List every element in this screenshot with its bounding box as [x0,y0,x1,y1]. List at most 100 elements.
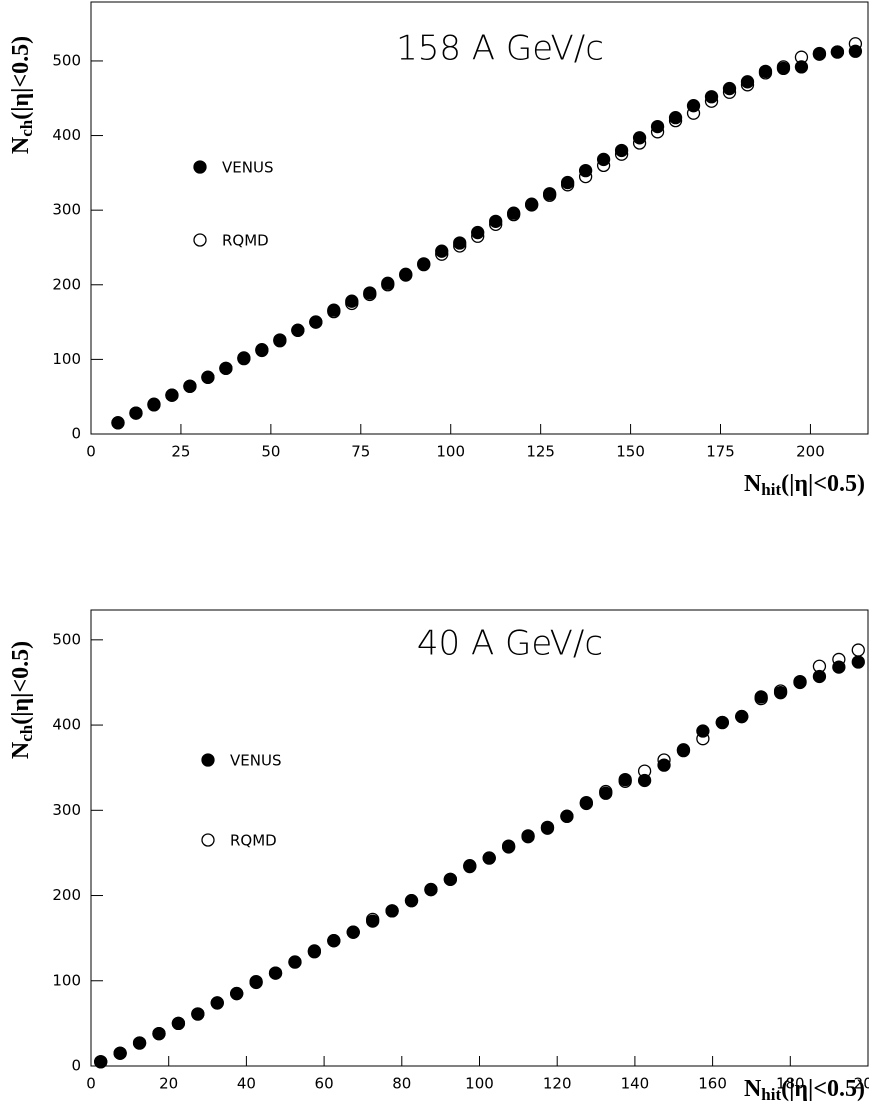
marker [668,110,683,125]
marker [129,406,143,420]
y-tick-label: 0 [71,1057,81,1075]
marker [525,197,539,211]
panel-title: 158 A GeV/c [396,29,604,69]
x-axis-label-main: N [744,1076,762,1102]
marker [171,1016,186,1031]
x-tick-label: 40 [237,1075,256,1093]
y-tick-label: 100 [52,350,81,368]
marker [191,1007,205,1021]
marker [385,904,399,918]
legend-label: RQMD [230,832,277,850]
x-tick-label: 140 [621,1075,650,1093]
marker [696,724,710,738]
legend-marker [193,160,207,174]
x-axis-label-main: N [744,471,762,497]
x-axis-label-sub: hit [761,1085,781,1104]
x-tick-label: 100 [436,443,465,461]
y-tick-label: 100 [52,971,81,989]
y-tick-label: 200 [52,275,81,293]
x-tick-label: 200 [854,1075,869,1093]
x-tick-label: 0 [86,1075,96,1093]
marker [435,244,449,258]
x-tick-label: 120 [543,1075,572,1093]
marker [832,660,846,674]
marker [686,99,701,113]
marker [210,996,224,1010]
marker [291,323,305,337]
marker [578,163,593,178]
y-axis-label-rest: (|η|<0.5) [8,36,34,120]
marker [381,276,395,290]
marker [327,303,341,317]
x-tick-label: 100 [465,1075,494,1093]
marker [471,225,485,240]
legend-marker [201,753,215,767]
marker [632,131,647,145]
marker [273,333,287,347]
marker [579,796,593,811]
marker [650,119,665,134]
x-axis-label: Nhit(|η|<0.5) [744,471,865,499]
x-tick-label: 20 [159,1075,178,1093]
marker [399,267,413,281]
marker [307,945,322,959]
x-tick-label: 0 [86,443,96,461]
marker [758,64,773,79]
marker [637,773,652,788]
x-tick-label: 125 [526,443,555,461]
y-tick-label: 400 [52,716,81,734]
marker [614,143,629,158]
x-tick-label: 180 [776,1075,805,1093]
marker [773,686,788,700]
x-tick-label: 150 [616,443,645,461]
marker [111,416,125,430]
y-tick-label: 400 [52,126,81,144]
y-axis-label-main: N [8,741,34,759]
marker [596,152,611,167]
y-axis-label: Nch(|η|<0.5) [8,641,36,759]
legend-marker [193,233,207,247]
y-tick-label: 500 [52,51,81,69]
marker [346,925,360,939]
y-axis-label-sub: ch [17,119,36,137]
x-tick-label: 25 [171,443,190,461]
marker [657,758,671,772]
y-axis-label-rest: (|η|<0.5) [8,641,34,725]
marker [94,1055,108,1069]
x-tick-label: 200 [796,443,825,461]
marker [201,370,215,384]
marker [237,351,251,365]
marker [249,975,263,990]
marker [754,690,768,704]
marker [453,236,467,250]
marker [288,955,302,969]
y-axis-label-main: N [8,136,34,154]
marker [599,786,613,800]
marker [165,388,179,402]
y-tick-label: 300 [52,801,81,819]
x-tick-label: 75 [351,443,370,461]
marker [676,743,691,757]
marker [618,772,632,787]
legend-marker [201,833,215,847]
x-tick-label: 160 [698,1075,727,1093]
marker [363,286,377,300]
marker [540,821,555,835]
marker [851,655,865,669]
x-tick-label: 60 [315,1075,334,1093]
marker [482,851,496,865]
marker [851,643,865,657]
y-tick-label: 200 [52,886,81,904]
panel-title: 40 A GeV/c [417,624,603,664]
marker [793,675,807,690]
marker [501,840,516,854]
marker [345,294,359,308]
marker [255,343,269,357]
marker [327,934,341,948]
marker [113,1046,127,1060]
y-tick-label: 300 [52,201,81,219]
marker [722,81,737,96]
marker [183,379,197,393]
marker [309,315,323,329]
